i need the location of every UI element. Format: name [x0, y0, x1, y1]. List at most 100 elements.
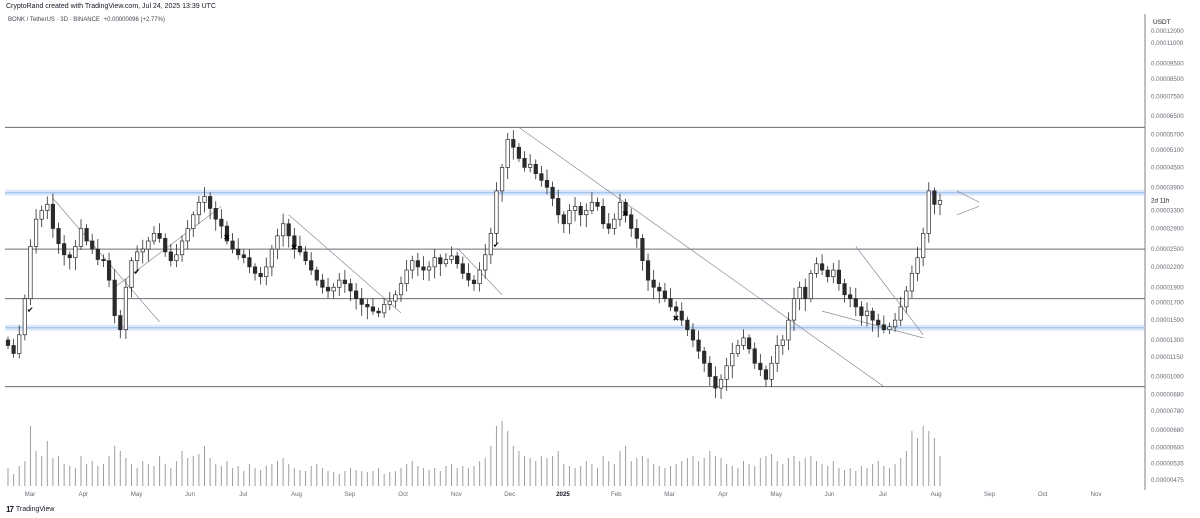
price-tick-label: 0.00001900: [1151, 284, 1184, 291]
candle-body: [533, 163, 538, 175]
candle-body: [747, 337, 752, 350]
time-tick-label: Jun: [185, 491, 196, 498]
candle-body: [421, 266, 426, 271]
candle-body: [696, 339, 701, 352]
price-tick-label: 0.00001500: [1151, 317, 1184, 324]
trendline-8: [956, 206, 980, 216]
candle-body: [398, 283, 404, 296]
price-tick-label: 0.00002200: [1151, 264, 1184, 271]
candle-body: [292, 235, 297, 247]
candle-body: [713, 376, 718, 389]
candle-body: [151, 232, 157, 242]
cross-marker-icon: ✖: [622, 209, 629, 218]
candle-body: [516, 146, 522, 159]
volume-bars: [7, 421, 941, 486]
candle-body: [415, 260, 420, 268]
candle-body: [84, 228, 89, 242]
candle-body: [612, 218, 617, 229]
candle-body: [275, 235, 280, 250]
candle-body: [505, 139, 510, 168]
candle-body: [825, 269, 830, 278]
time-tick-label: Sep: [344, 491, 356, 498]
candle-body: [623, 201, 628, 216]
trendline-2: [288, 214, 402, 314]
candle-body: [78, 228, 84, 247]
candle-body: [572, 205, 578, 211]
price-tick-label: 0.00000880: [1151, 391, 1184, 398]
candle-body: [915, 257, 920, 274]
candle-body: [735, 345, 740, 354]
candle-body: [511, 139, 516, 148]
candle-body: [466, 272, 471, 281]
candle-body: [544, 179, 550, 188]
candle-body: [724, 365, 729, 380]
candle-body: [140, 248, 145, 253]
candle-body: [556, 198, 561, 216]
candle-body: [17, 334, 22, 354]
chart-attribution: CryptoRand created with TradingView.com,…: [6, 3, 216, 10]
signal-markers: ✔ ✔ ✖ ✖ ✔ ✖ ✖: [27, 209, 680, 323]
candle-body: [314, 269, 319, 281]
time-tick-label: Dec: [504, 491, 515, 498]
candle-body: [370, 306, 376, 312]
check-marker-icon: ✔: [134, 268, 141, 277]
price-tick-label: 0.00000780: [1151, 408, 1184, 415]
time-tick-label: Jun: [825, 491, 836, 498]
price-axis[interactable]: 0.00012000 0.00011000 0.00009500 0.00008500…: [1151, 28, 1184, 484]
candle-body: [926, 190, 931, 234]
candle-body: [382, 304, 387, 314]
candle-body: [741, 337, 746, 346]
candle-body: [5, 339, 11, 346]
time-tick-label: Aug: [291, 491, 303, 498]
candle-body: [876, 319, 881, 326]
candle-body: [404, 269, 409, 284]
candle-body: [95, 248, 100, 260]
candle-body: [252, 266, 258, 274]
symbol-legend[interactable]: BONK / TetherUS · 3D · BINANCE +0.000000…: [8, 17, 165, 23]
candle-body: [488, 232, 493, 256]
candle-body: [202, 196, 207, 203]
horizontal-levels: [5, 126, 1145, 388]
candle-body: [269, 248, 274, 268]
trendline-7: [956, 190, 980, 203]
candle-body: [629, 214, 634, 229]
tradingview-brand[interactable]: 17 TradingView: [6, 505, 54, 514]
candle-body: [62, 243, 67, 256]
candle-body: [163, 238, 168, 253]
price-tick-label: 0.00000680: [1151, 427, 1184, 434]
candle-body: [528, 163, 533, 168]
price-tick-label: 0.00001700: [1151, 300, 1184, 307]
price-tick-label: 0.00011000: [1151, 40, 1184, 47]
symbol-info: BONK / TetherUS · 3D · BINANCE: [8, 17, 100, 23]
candle-body: [219, 218, 224, 227]
candle-body: [561, 214, 566, 225]
candle-body: [286, 223, 291, 237]
candle-body: [808, 272, 813, 300]
candle-body: [937, 199, 943, 205]
price-tick-label: 0.00012000: [1151, 28, 1184, 35]
price-tick-label: 0.00000600: [1151, 445, 1184, 452]
price-tick-label: 0.00002500: [1151, 246, 1184, 253]
time-tick-label: Sep: [984, 491, 996, 498]
price-tick-label: 0.00006500: [1151, 113, 1184, 120]
candle-body: [550, 186, 555, 199]
time-axis[interactable]: Mar Apr May Jun Jul Aug Sep Oct Nov Dec 2025 Feb Mar…: [25, 491, 1103, 498]
price-tick-label: 0.00001000: [1151, 373, 1184, 380]
candle-body: [651, 279, 656, 288]
candle-body: [831, 269, 836, 278]
check-marker-icon: ✔: [27, 306, 34, 315]
candle-body: [674, 306, 679, 312]
time-tick-label: Mar: [25, 491, 36, 498]
candle-body: [438, 257, 443, 265]
candle-body: [477, 269, 482, 284]
candle-body: [522, 158, 527, 168]
candle-body: [848, 294, 853, 300]
candle-body: [460, 263, 465, 274]
candle-body: [702, 350, 707, 364]
candle-body: [685, 319, 690, 331]
candle-body: [449, 255, 454, 260]
candle-body: [376, 310, 381, 314]
candle-body: [786, 319, 791, 341]
price-tick-label: 0.00003300: [1151, 207, 1184, 214]
